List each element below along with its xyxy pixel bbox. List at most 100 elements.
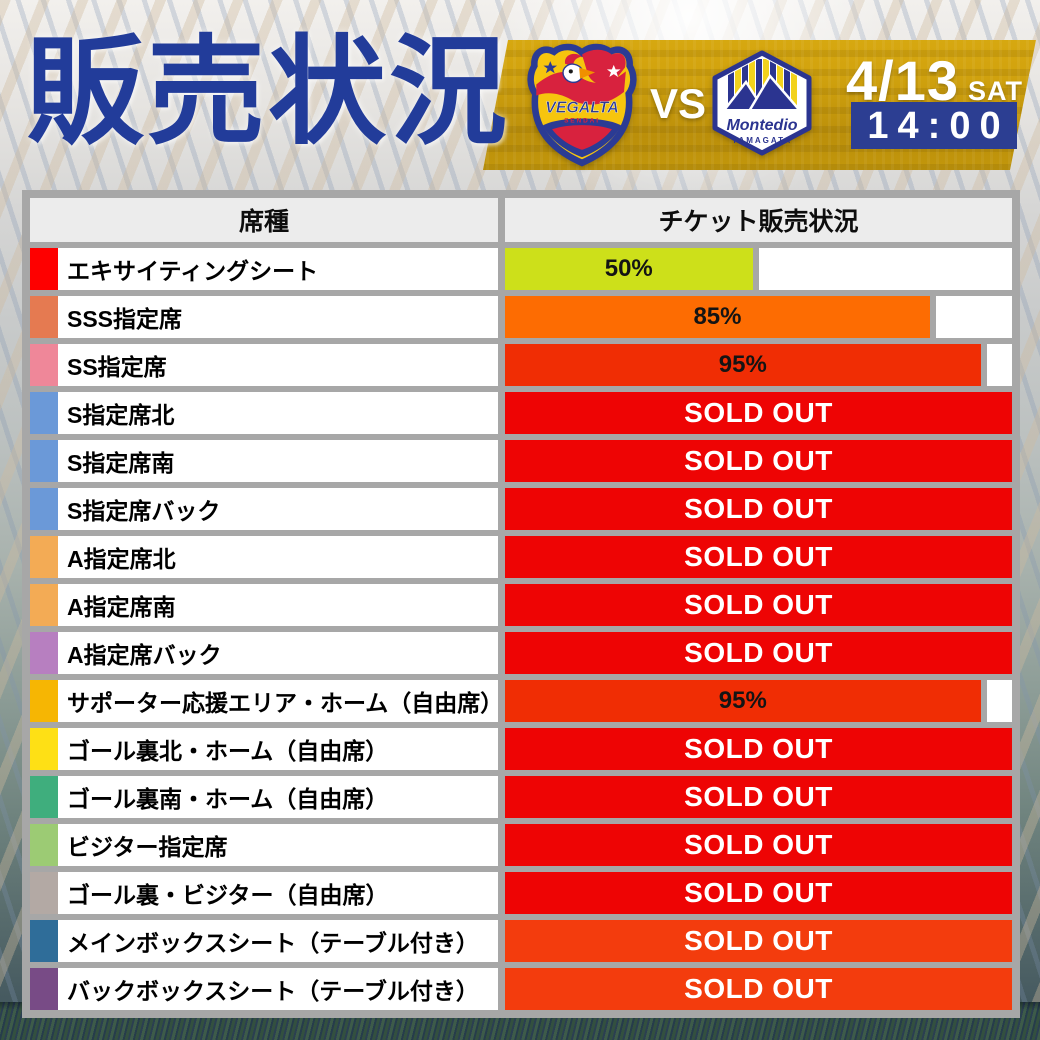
seat-type-cell: ゴール裏北・ホーム（自由席） [30, 728, 498, 770]
seat-color-swatch [30, 488, 58, 530]
seat-color-swatch [30, 680, 58, 722]
page-title: 販売状況 [26, 27, 511, 159]
seat-type-cell: A指定席北 [30, 536, 498, 578]
vs-label: VS [650, 80, 707, 127]
sales-status-text: SOLD OUT [684, 493, 833, 524]
home-team-name: VEGALTA [545, 99, 618, 116]
seat-type-label: ゴール裏南・ホーム（自由席） [67, 786, 389, 812]
seat-color-swatch [30, 296, 58, 338]
seat-color-swatch [30, 824, 58, 866]
sales-status-cell: SOLD OUT [505, 776, 1012, 818]
sales-status-cell: SOLD OUT [505, 824, 1012, 866]
seat-type-label: S指定席南 [67, 450, 175, 476]
sales-status-text: SOLD OUT [684, 973, 833, 1004]
seat-type-cell: ビジター指定席 [30, 824, 498, 866]
sales-progress-bar: SOLD OUT [505, 440, 1012, 482]
sales-status-text: SOLD OUT [684, 925, 833, 956]
table-row: サポーター応援エリア・ホーム（自由席） 95% [30, 680, 1012, 722]
sales-status-cell: SOLD OUT [505, 392, 1012, 434]
table-row: S指定席南 SOLD OUT [30, 440, 1012, 482]
table-row: ゴール裏北・ホーム（自由席） SOLD OUT [30, 728, 1012, 770]
seat-color-swatch [30, 632, 58, 674]
sales-progress-bar: SOLD OUT [505, 584, 1012, 626]
table-row: S指定席北 SOLD OUT [30, 392, 1012, 434]
sales-progress-bar: 95% [505, 680, 987, 722]
sales-status-cell: 50% [505, 248, 1012, 290]
table-row: ゴール裏南・ホーム（自由席） SOLD OUT [30, 776, 1012, 818]
seat-type-label: A指定席北 [67, 546, 176, 572]
seat-color-swatch [30, 344, 58, 386]
home-team-sub: SENDAI [564, 118, 600, 125]
sales-progress-bar: 95% [505, 344, 987, 386]
table-row: メインボックスシート（テーブル付き） SOLD OUT [30, 920, 1012, 962]
seat-type-label: ゴール裏・ビジター（自由席） [67, 882, 389, 908]
away-team-sub: YAMAGATA [732, 136, 792, 145]
sales-progress-bar: SOLD OUT [505, 968, 1012, 1010]
match-date: 4/13 SAT [846, 48, 1023, 113]
sales-status-text: SOLD OUT [684, 733, 833, 764]
seat-type-cell: SS指定席 [30, 344, 498, 386]
sales-progress-bar: SOLD OUT [505, 536, 1012, 578]
sales-status-cell: 95% [505, 344, 1012, 386]
seat-type-label: ビジター指定席 [67, 834, 228, 860]
seat-color-swatch [30, 968, 58, 1010]
seat-type-cell: サポーター応援エリア・ホーム（自由席） [30, 680, 498, 722]
vegalta-crest-icon: VEGALTA SENDAI [527, 43, 637, 167]
sales-status-text: 85% [693, 303, 742, 330]
seat-type-cell: S指定席北 [30, 392, 498, 434]
seat-type-label: エキサイティングシート [67, 258, 319, 284]
seat-type-cell: S指定席バック [30, 488, 498, 530]
table-row: エキサイティングシート 50% [30, 248, 1012, 290]
table-row: ビジター指定席 SOLD OUT [30, 824, 1012, 866]
sales-status-text: 95% [718, 351, 767, 378]
seat-color-swatch [30, 248, 58, 290]
table-row: SSS指定席 85% [30, 296, 1012, 338]
sales-status-text: SOLD OUT [684, 589, 833, 620]
sales-status-text: 95% [718, 687, 767, 714]
seat-type-cell: ゴール裏・ビジター（自由席） [30, 872, 498, 914]
seat-type-cell: A指定席バック [30, 632, 498, 674]
kickoff-time: 14:00 [867, 104, 1010, 147]
table-row: SS指定席 95% [30, 344, 1012, 386]
seat-color-swatch [30, 440, 58, 482]
sales-status-text: SOLD OUT [684, 397, 833, 428]
seat-type-label: A指定席南 [67, 594, 176, 620]
seat-type-label: S指定席北 [67, 402, 175, 428]
vegalta-sendai-logo: VEGALTA SENDAI [526, 42, 638, 168]
sales-progress-bar: SOLD OUT [505, 488, 1012, 530]
sales-status-text: SOLD OUT [684, 541, 833, 572]
seat-type-label: SSS指定席 [67, 306, 183, 332]
seat-type-cell: SSS指定席 [30, 296, 498, 338]
seat-type-cell: A指定席南 [30, 584, 498, 626]
seat-type-label: ゴール裏北・ホーム（自由席） [67, 738, 389, 764]
sales-progress-bar: 85% [505, 296, 936, 338]
sales-progress-bar: 50% [505, 248, 759, 290]
seat-type-label: S指定席バック [67, 498, 221, 524]
seat-color-swatch [30, 728, 58, 770]
seat-type-cell: エキサイティングシート [30, 248, 498, 290]
seat-color-swatch [30, 776, 58, 818]
sales-status-cell: SOLD OUT [505, 584, 1012, 626]
sales-status-text: SOLD OUT [684, 445, 833, 476]
seat-color-swatch [30, 392, 58, 434]
seat-type-label: A指定席バック [67, 642, 222, 668]
sales-status-text: 50% [604, 255, 653, 282]
sales-progress-bar: SOLD OUT [505, 392, 1012, 434]
sales-progress-bar: SOLD OUT [505, 728, 1012, 770]
table-row: A指定席南 SOLD OUT [30, 584, 1012, 626]
sales-status-cell: SOLD OUT [505, 968, 1012, 1010]
sales-status-cell: SOLD OUT [505, 440, 1012, 482]
table-row: バックボックスシート（テーブル付き） SOLD OUT [30, 968, 1012, 1010]
seat-type-cell: バックボックスシート（テーブル付き） [30, 968, 498, 1010]
sales-status-text: SOLD OUT [684, 877, 833, 908]
montedio-yamagata-logo: Montedio YAMAGATA [712, 50, 812, 156]
montedio-crest-icon: Montedio YAMAGATA [712, 50, 812, 156]
table-row: A指定席北 SOLD OUT [30, 536, 1012, 578]
sales-status-cell: SOLD OUT [505, 872, 1012, 914]
table-row: S指定席バック SOLD OUT [30, 488, 1012, 530]
table-row: ゴール裏・ビジター（自由席） SOLD OUT [30, 872, 1012, 914]
sales-progress-bar: SOLD OUT [505, 776, 1012, 818]
sales-status-cell: 95% [505, 680, 1012, 722]
sales-status-cell: SOLD OUT [505, 536, 1012, 578]
